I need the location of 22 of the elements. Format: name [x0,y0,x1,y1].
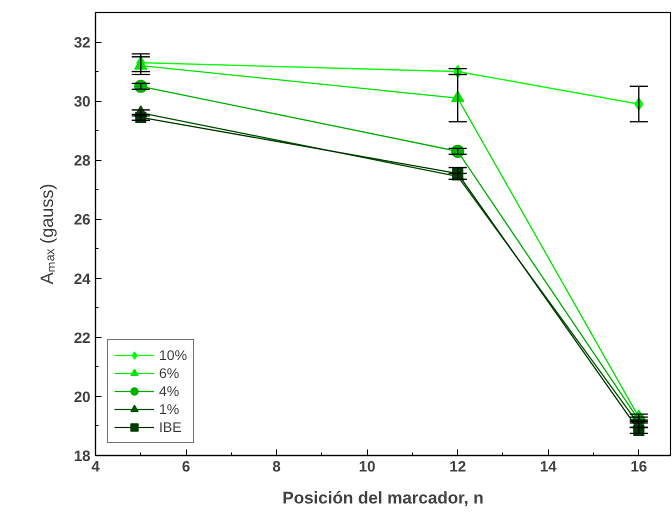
legend-label: 6% [159,364,180,382]
y-tick-label: 18 [74,448,91,465]
x-tick-label: 12 [449,458,466,476]
y-tick-label: 20 [74,388,91,406]
legend-label: 4% [159,382,180,400]
x-axis-title: Posición del marcador, n [282,488,484,508]
legend-label: IBE [159,418,182,436]
legend-label: 10% [159,346,188,364]
y-tick-label: 30 [74,94,91,111]
y-tick-label: 24 [74,270,92,288]
legend-label: 1% [159,400,180,418]
x-tick-label: 6 [182,458,190,476]
x-tick-label: 16 [630,458,648,476]
y-tick-label: 22 [74,330,91,347]
y-axis-title: Aₘₐₓ (gauss) [36,184,57,284]
x-tick-label: 4 [91,458,100,476]
y-tick-label: 32 [74,34,91,52]
y-tick-label: 26 [74,212,91,229]
y-tick-label: 28 [74,152,91,170]
x-tick-label: 8 [272,458,281,476]
x-tick-label: 14 [540,458,558,476]
x-tick-label: 10 [358,458,376,476]
